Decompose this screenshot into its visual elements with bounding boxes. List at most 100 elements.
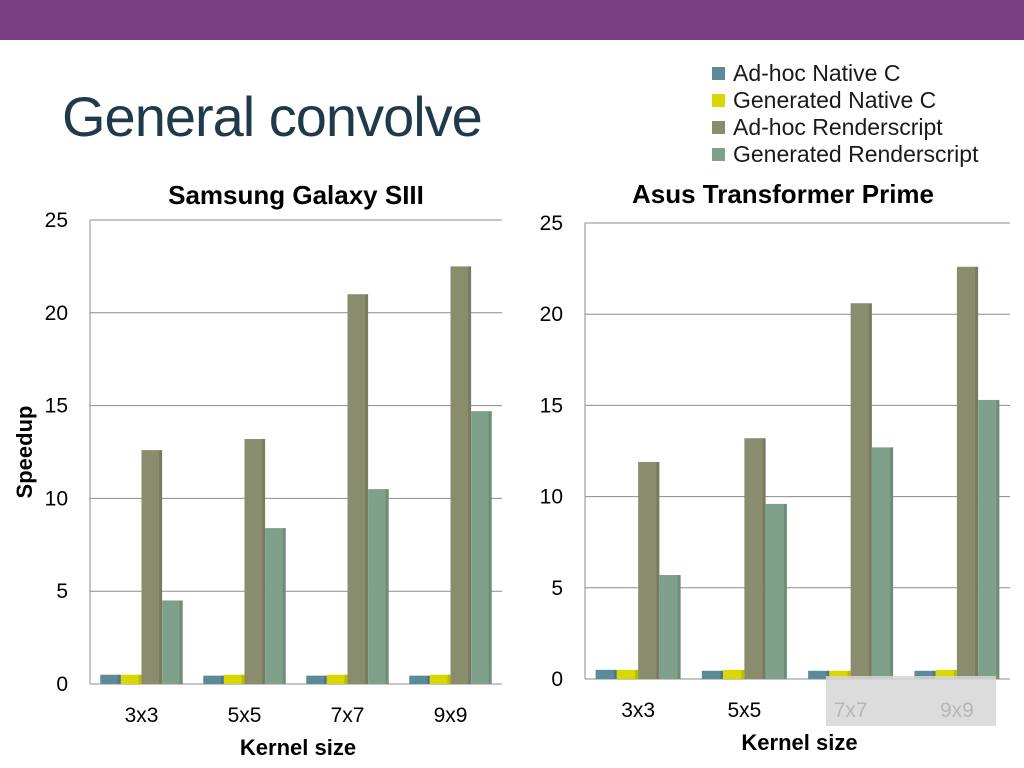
bar [265, 528, 286, 684]
bar [368, 489, 389, 684]
bar-shade [138, 674, 142, 684]
x-tick-label: 5x5 [727, 699, 761, 722]
bar [120, 674, 142, 684]
bar-shade [975, 266, 979, 679]
bar-shade [656, 461, 660, 679]
legend-item: Generated Renderscript [712, 141, 978, 168]
y-tick-label: 0 [551, 668, 563, 691]
bar [203, 675, 224, 684]
legend-label: Generated Renderscript [733, 141, 979, 167]
bar-shade [468, 266, 472, 684]
legend-label: Generated Native C [733, 87, 937, 113]
legend-label: Ad-hoc Native C [733, 60, 901, 86]
bar [808, 670, 830, 679]
bar [956, 266, 979, 679]
legend-swatch [712, 148, 725, 161]
bar [935, 669, 957, 679]
chart-title: Asus Transformer Prime [632, 179, 934, 209]
bar [638, 461, 660, 679]
bar-shade [220, 675, 224, 684]
bar [326, 674, 348, 684]
legend-swatch [712, 67, 725, 80]
watermark-image [826, 676, 996, 726]
x-tick-label: 9x9 [434, 704, 468, 727]
y-tick-label: 25 [45, 209, 68, 232]
legend-swatch [712, 94, 725, 107]
x-axis-title: Kernel size [240, 735, 356, 760]
bar-shade [385, 489, 389, 684]
bar [765, 503, 787, 679]
bar [744, 438, 766, 679]
bar [141, 450, 163, 684]
bar [223, 674, 245, 684]
bar-shade [868, 303, 872, 679]
y-tick-label: 5 [56, 580, 68, 603]
bar [306, 675, 327, 684]
bar [471, 411, 492, 684]
y-tick-label: 0 [56, 673, 68, 696]
bar-shade [635, 669, 639, 679]
x-tick-label: 5x5 [228, 704, 262, 727]
bar [595, 669, 617, 679]
bar-shade [932, 670, 936, 679]
bar-shade [159, 450, 163, 684]
bar [871, 447, 894, 679]
bar [429, 674, 451, 684]
bar-shade [365, 294, 369, 684]
y-tick-label: 20 [45, 302, 68, 325]
legend-swatch [712, 121, 725, 134]
y-tick-label: 10 [540, 486, 563, 509]
bar-shade [447, 674, 451, 684]
x-tick-label: 3x3 [125, 704, 159, 727]
y-axis-title: Speedup [12, 406, 37, 499]
legend-item: Generated Native C [712, 87, 978, 114]
bar-shade [677, 575, 681, 679]
bar-shade [344, 674, 348, 684]
bar [347, 294, 369, 684]
y-tick-label: 15 [540, 394, 563, 417]
x-axis-title: Kernel size [741, 730, 857, 755]
bar-shade [117, 674, 121, 684]
bar-shade [241, 674, 245, 684]
bar [659, 575, 681, 679]
legend-item: Ad-hoc Renderscript [712, 114, 978, 141]
bar-shade [488, 411, 492, 684]
bar-shade [323, 675, 327, 684]
bar [850, 303, 872, 679]
bar-shade [996, 399, 1000, 679]
top-accent-bar [0, 0, 1024, 40]
bar [978, 399, 1000, 679]
bar [829, 670, 851, 679]
bar-shade [282, 528, 286, 684]
x-tick-label: 3x3 [621, 699, 655, 722]
bar-shade [741, 669, 745, 679]
bar [616, 669, 639, 679]
bar-shade [426, 675, 430, 684]
bar-shade [826, 670, 830, 679]
y-tick-label: 5 [551, 577, 563, 600]
bar [409, 675, 430, 684]
y-tick-label: 10 [45, 487, 68, 510]
bar [100, 674, 121, 684]
x-tick-label: 7x7 [331, 704, 365, 727]
bar-shade [890, 447, 894, 679]
bar [914, 670, 936, 679]
bar-shade [953, 669, 957, 679]
bar-shade [762, 438, 766, 679]
bar-shade [613, 669, 617, 679]
bar-shade [262, 439, 266, 684]
legend-label: Ad-hoc Renderscript [733, 114, 943, 140]
y-tick-label: 20 [540, 303, 563, 326]
legend-item: Ad-hoc Native C [712, 60, 978, 87]
bar [450, 266, 472, 684]
y-tick-label: 15 [45, 395, 68, 418]
slide-title: General convolve [62, 85, 483, 148]
legend: Ad-hoc Native C Generated Native C Ad-ho… [712, 60, 978, 168]
bar-shade [720, 670, 724, 679]
bar [244, 439, 266, 684]
bar [723, 669, 745, 679]
bar [162, 600, 183, 684]
bar-shade [847, 670, 851, 679]
bar-shade [179, 600, 183, 684]
